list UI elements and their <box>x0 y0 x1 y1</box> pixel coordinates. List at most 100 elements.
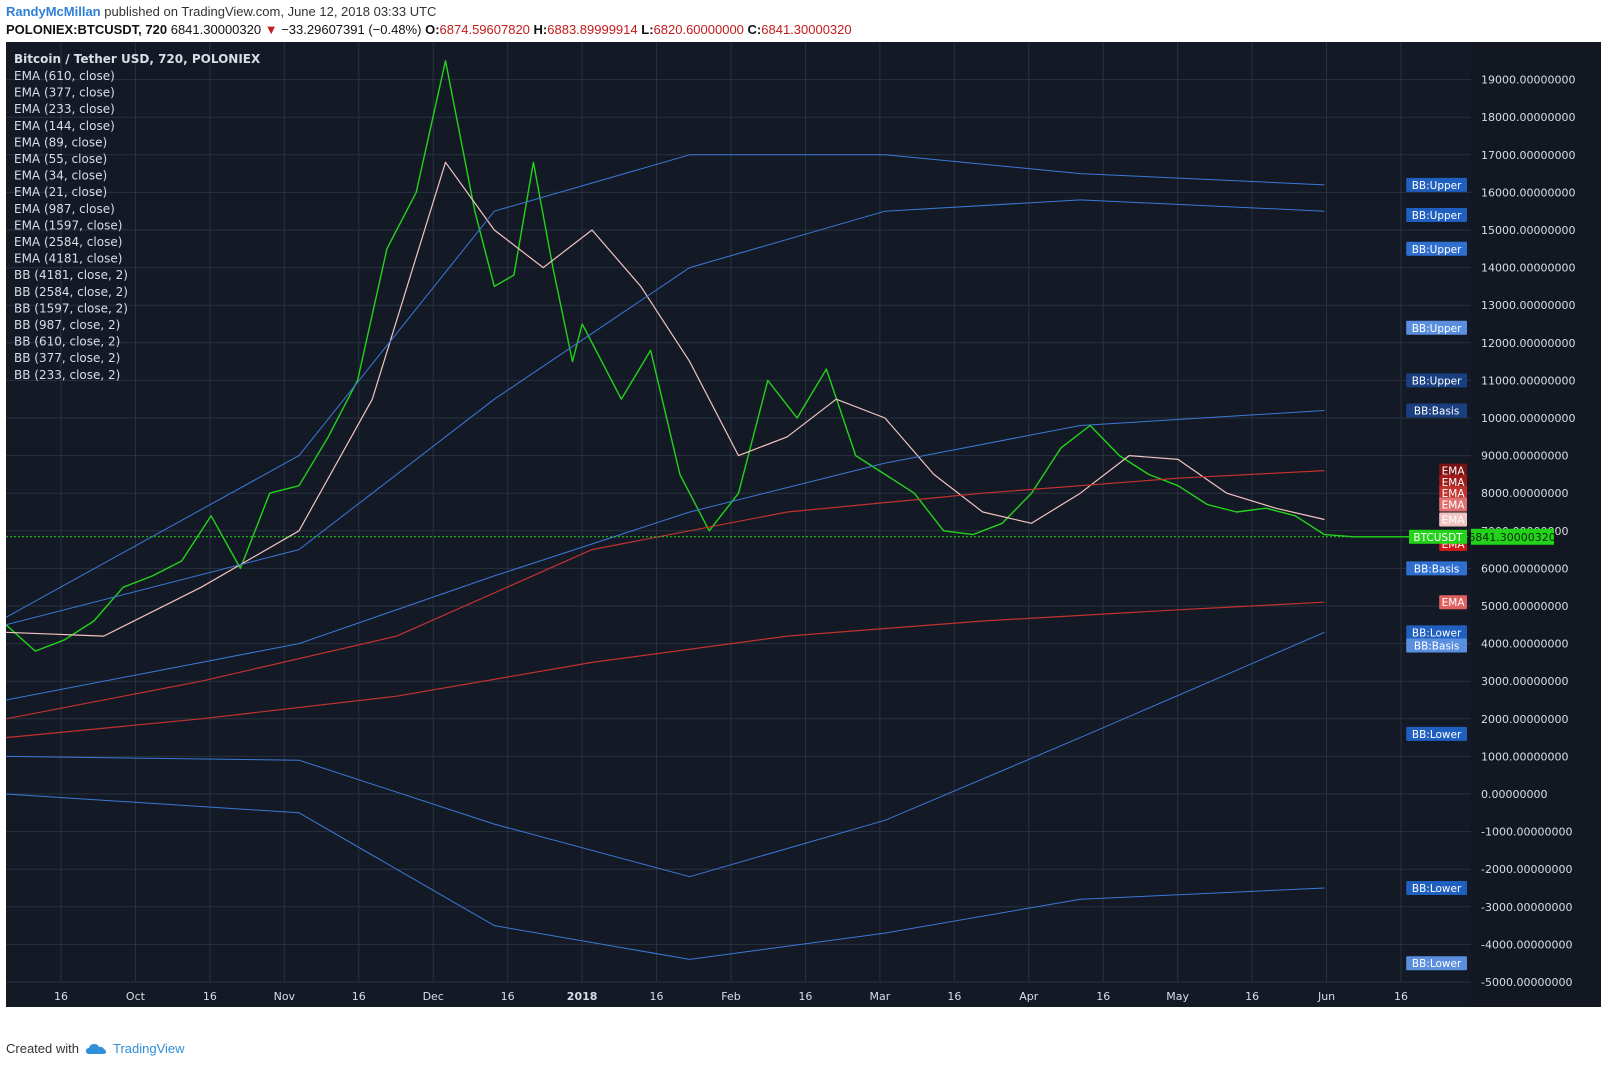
series-tag-bg <box>1406 241 1467 256</box>
series-tag-bg <box>1406 881 1467 895</box>
symbol-tag-bg <box>1409 529 1467 544</box>
price-line <box>6 60 1413 652</box>
price-chart[interactable]: 19000.00000000 18000.00000000 17000.000000… <box>6 42 1601 1007</box>
close-value: 6841.30000320 <box>761 22 852 37</box>
x-tick-label: Nov <box>274 990 296 1003</box>
y-tick-label: 4000.00000000 <box>1481 638 1568 651</box>
ema-4181-close-line <box>6 601 1325 739</box>
bb-upper-line <box>6 199 1325 626</box>
legend-item: BB (233, close, 2) <box>14 368 120 382</box>
y-tick-label: 14000.00000000 <box>1481 262 1575 275</box>
y-tick-label: 18000.00000000 <box>1481 111 1575 124</box>
x-tick-label: 2018 <box>567 990 598 1003</box>
bb-basis-line <box>6 410 1325 701</box>
series-tag-bg <box>1406 207 1467 222</box>
price-change: −33.29607391 (−0.48%) <box>281 22 422 37</box>
symbol-bar: POLONIEX:BTCUSDT, 720 6841.30000320 ▼ −3… <box>6 22 852 37</box>
legend-item: EMA (89, close) <box>14 135 107 149</box>
cloud-logo-icon <box>85 1043 106 1054</box>
series-tag-bg <box>1406 561 1467 576</box>
open-label: O: <box>425 22 440 37</box>
bb-lower-line <box>6 793 1325 960</box>
y-tick-label: 6000.00000000 <box>1481 562 1568 575</box>
chart-title: Bitcoin / Tether USD, 720, POLONIEX <box>14 52 261 66</box>
series-tag-bg <box>1439 512 1467 527</box>
series-tag: BB:Upper <box>1406 373 1467 388</box>
x-tick-label: Mar <box>870 990 891 1003</box>
chart-background <box>6 42 1601 1007</box>
series-tag-label: BB:Upper <box>1412 210 1462 222</box>
author-link[interactable]: RandyMcMillan <box>6 4 101 19</box>
ema-21-close-line <box>6 161 1325 637</box>
bb-upper-line <box>6 154 1325 618</box>
legend-item: EMA (55, close) <box>14 152 107 166</box>
series-tag-bg <box>1406 373 1467 388</box>
legend-item: BB (377, close, 2) <box>14 351 120 365</box>
series-tag-label: BB:Upper <box>1412 244 1462 256</box>
symbol-name: POLONIEX:BTCUSDT, 720 <box>6 22 168 37</box>
price-tag-label: 6841.30000320 <box>1468 531 1555 544</box>
y-tick-label: 1000.00000000 <box>1481 750 1568 763</box>
y-tick-label: 0.00000000 <box>1481 788 1547 801</box>
series-tag: BB:Upper <box>1406 241 1467 256</box>
series-tag-label: EMA <box>1442 515 1466 527</box>
legend-item: BB (987, close, 2) <box>14 318 120 332</box>
series-tag-label: EMA <box>1442 466 1466 478</box>
y-tick-label: 11000.00000000 <box>1481 374 1575 387</box>
x-tick-label: 16 <box>501 990 515 1003</box>
y-tick-label: -5000.00000000 <box>1481 976 1572 989</box>
series-tag-bg <box>1439 497 1467 512</box>
series-tag-bg <box>1406 638 1467 653</box>
x-tick-label: Dec <box>423 990 444 1003</box>
series-tag: BB:Lower <box>1406 625 1467 640</box>
series-tag-bg <box>1406 956 1467 971</box>
high-value: 6883.89999914 <box>547 22 638 37</box>
series-tag: EMA <box>1439 463 1467 478</box>
series-tag: BB:Lower <box>1406 956 1467 971</box>
series-tag-label: BB:Lower <box>1412 627 1462 639</box>
x-tick-label: 16 <box>1096 990 1110 1003</box>
y-tick-label: 3000.00000000 <box>1481 675 1568 688</box>
legend-item: BB (2584, close, 2) <box>14 285 128 299</box>
series-tag: EMA <box>1439 474 1467 489</box>
legend-item: EMA (34, close) <box>14 169 107 183</box>
y-tick-label: -2000.00000000 <box>1481 863 1572 876</box>
created-with-text: Created with <box>6 1041 79 1056</box>
x-tick-label: 16 <box>650 990 664 1003</box>
series-tags: BB:Upper BB:Upper BB:Upper BB:Upper BB:Upper… <box>1406 177 1556 971</box>
x-tick-label: Apr <box>1019 990 1039 1003</box>
series-tag: BB:Lower <box>1406 881 1467 895</box>
tradingview-link[interactable]: TradingView <box>112 1041 185 1056</box>
open-value: 6874.59607820 <box>439 22 530 37</box>
series-tag-bg <box>1406 320 1467 335</box>
published-header: RandyMcMillan published on TradingView.c… <box>6 4 436 19</box>
series-tag-label: BB:Basis <box>1414 640 1459 652</box>
series-tag-label: BB:Upper <box>1412 180 1462 192</box>
series-tag: EMA <box>1439 512 1467 527</box>
series-tag: EMA <box>1439 595 1467 610</box>
legend-item: BB (1597, close, 2) <box>14 301 128 315</box>
legend-item: EMA (144, close) <box>14 119 115 133</box>
x-tick-label: Oct <box>126 990 146 1003</box>
y-tick-label: -3000.00000000 <box>1481 901 1572 914</box>
series-tag-bg <box>1439 486 1467 501</box>
down-arrow-icon: ▼ <box>264 22 278 37</box>
high-label: H: <box>533 22 548 37</box>
series-tag: BB:Basis <box>1406 403 1467 418</box>
last-price: 6841.30000320 <box>170 22 262 37</box>
legend-item: BB (4181, close, 2) <box>14 268 128 282</box>
series-tag-label: EMA <box>1442 488 1466 500</box>
series-tag-bg <box>1439 463 1467 478</box>
y-tick-label: 15000.00000000 <box>1481 224 1575 237</box>
series-lines <box>6 60 1471 960</box>
y-tick-label: 5000.00000000 <box>1481 600 1568 613</box>
legend-item: EMA (1597, close) <box>14 218 122 232</box>
series-tag-label: BB:Basis <box>1414 563 1459 575</box>
price-axis-panel <box>1471 42 1601 1007</box>
series-tag-label: EMA <box>1442 477 1466 489</box>
series-tag: BB:Lower <box>1406 726 1467 741</box>
symbol-tag-label: BTCUSDT <box>1413 532 1463 544</box>
y-tick-label: 10000.00000000 <box>1481 412 1575 425</box>
series-tag: EMA <box>1439 497 1467 512</box>
x-tick-label: Jun <box>1317 990 1335 1003</box>
